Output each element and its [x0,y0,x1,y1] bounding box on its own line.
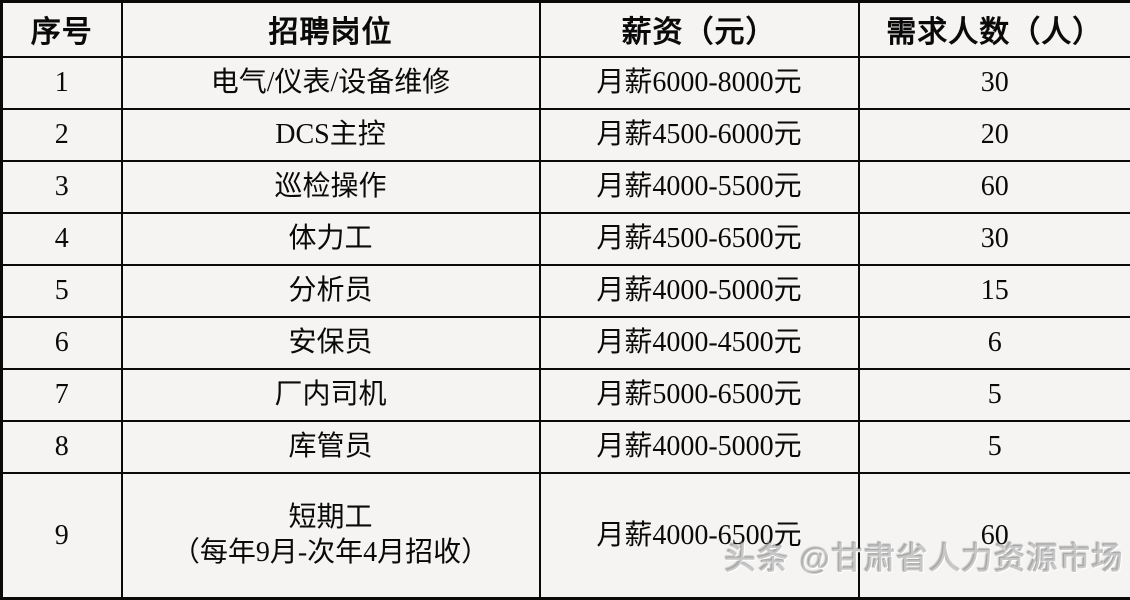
salary-cell: 月薪4000-4500元 [538,315,860,370]
table-row: 6 安保员 月薪4000-4500元 6 [0,315,1130,370]
header-cell-position: 招聘岗位 [120,0,541,58]
row-number-cell: 4 [0,211,123,266]
table-row: 5 分析员 月薪4000-5000元 15 [0,263,1130,318]
table-row: 7 厂内司机 月薪5000-6500元 5 [0,367,1130,422]
row-number-cell: 8 [0,419,123,474]
row-number-cell: 1 [0,55,123,110]
table-row: 1 电气/仪表/设备维修 月薪6000-8000元 30 [0,55,1130,110]
table-row: 4 体力工 月薪4500-6500元 30 [0,211,1130,266]
position-cell: 安保员 [120,315,541,370]
salary-cell: 月薪4000-5000元 [538,419,860,474]
salary-cell: 月薪6000-8000元 [538,55,860,110]
position-cell: 厂内司机 [120,367,541,422]
position-cell: 体力工 [120,211,541,266]
count-cell: 60 [857,159,1130,214]
row-number-cell: 6 [0,315,123,370]
position-line1: 短期工 [288,502,373,534]
salary-cell: 月薪4500-6000元 [538,107,860,162]
position-cell: 短期工 （每年9月-次年4月招收） [120,471,541,600]
row-number-cell: 7 [0,367,123,422]
row-number-cell: 2 [0,107,123,162]
salary-cell: 月薪4500-6500元 [538,211,860,266]
row-number-cell: 5 [0,263,123,318]
table-row: 9 短期工 （每年9月-次年4月招收） 月薪4000-6500元 60 [0,471,1130,600]
header-cell-no: 序号 [0,0,123,58]
table-row: 2 DCS主控 月薪4500-6000元 20 [0,107,1130,162]
count-cell: 30 [857,55,1130,110]
table-row: 3 巡检操作 月薪4000-5500元 60 [0,159,1130,214]
count-cell: 60 [857,471,1130,600]
position-cell: DCS主控 [120,107,541,162]
header-cell-salary: 薪资（元） [538,0,860,58]
count-cell: 20 [857,107,1130,162]
table-row: 8 库管员 月薪4000-5000元 5 [0,419,1130,474]
salary-cell: 月薪4000-6500元 [538,471,860,600]
header-row: 序号 招聘岗位 薪资（元） 需求人数（人） [0,0,1130,58]
count-cell: 5 [857,367,1130,422]
position-cell: 分析员 [120,263,541,318]
row-number-cell: 3 [0,159,123,214]
salary-cell: 月薪4000-5000元 [538,263,860,318]
count-cell: 15 [857,263,1130,318]
count-cell: 6 [857,315,1130,370]
salary-cell: 月薪4000-5500元 [538,159,860,214]
position-cell: 库管员 [120,419,541,474]
header-cell-count: 需求人数（人） [857,0,1130,58]
position-cell: 电气/仪表/设备维修 [120,55,541,110]
row-number-cell: 9 [0,471,123,600]
count-cell: 30 [857,211,1130,266]
position-line2: （每年9月-次年4月招收） [171,537,490,569]
salary-cell: 月薪5000-6500元 [538,367,860,422]
position-cell: 巡检操作 [120,159,541,214]
count-cell: 5 [857,419,1130,474]
